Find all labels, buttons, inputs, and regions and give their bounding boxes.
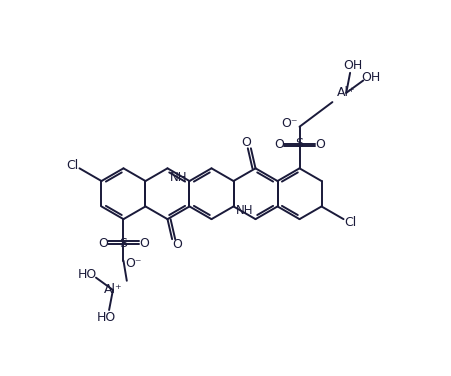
Text: O: O — [274, 138, 284, 151]
Text: Cl: Cl — [66, 159, 78, 172]
Text: Cl: Cl — [345, 216, 357, 229]
Text: HO: HO — [78, 268, 97, 281]
Text: Al⁺: Al⁺ — [337, 86, 355, 99]
Text: O⁻: O⁻ — [281, 117, 298, 130]
Text: S: S — [120, 237, 128, 250]
Text: NH: NH — [170, 171, 188, 183]
Text: O: O — [98, 237, 108, 250]
Text: O: O — [241, 136, 251, 149]
Text: NH: NH — [235, 204, 253, 217]
Text: OH: OH — [343, 59, 362, 72]
Text: S: S — [295, 137, 304, 150]
Text: HO: HO — [97, 311, 116, 324]
Text: O: O — [315, 138, 325, 151]
Text: Al⁺: Al⁺ — [104, 284, 122, 297]
Text: O⁻: O⁻ — [125, 257, 142, 270]
Text: O: O — [172, 238, 182, 251]
Text: O: O — [139, 237, 149, 250]
Text: OH: OH — [361, 71, 381, 84]
